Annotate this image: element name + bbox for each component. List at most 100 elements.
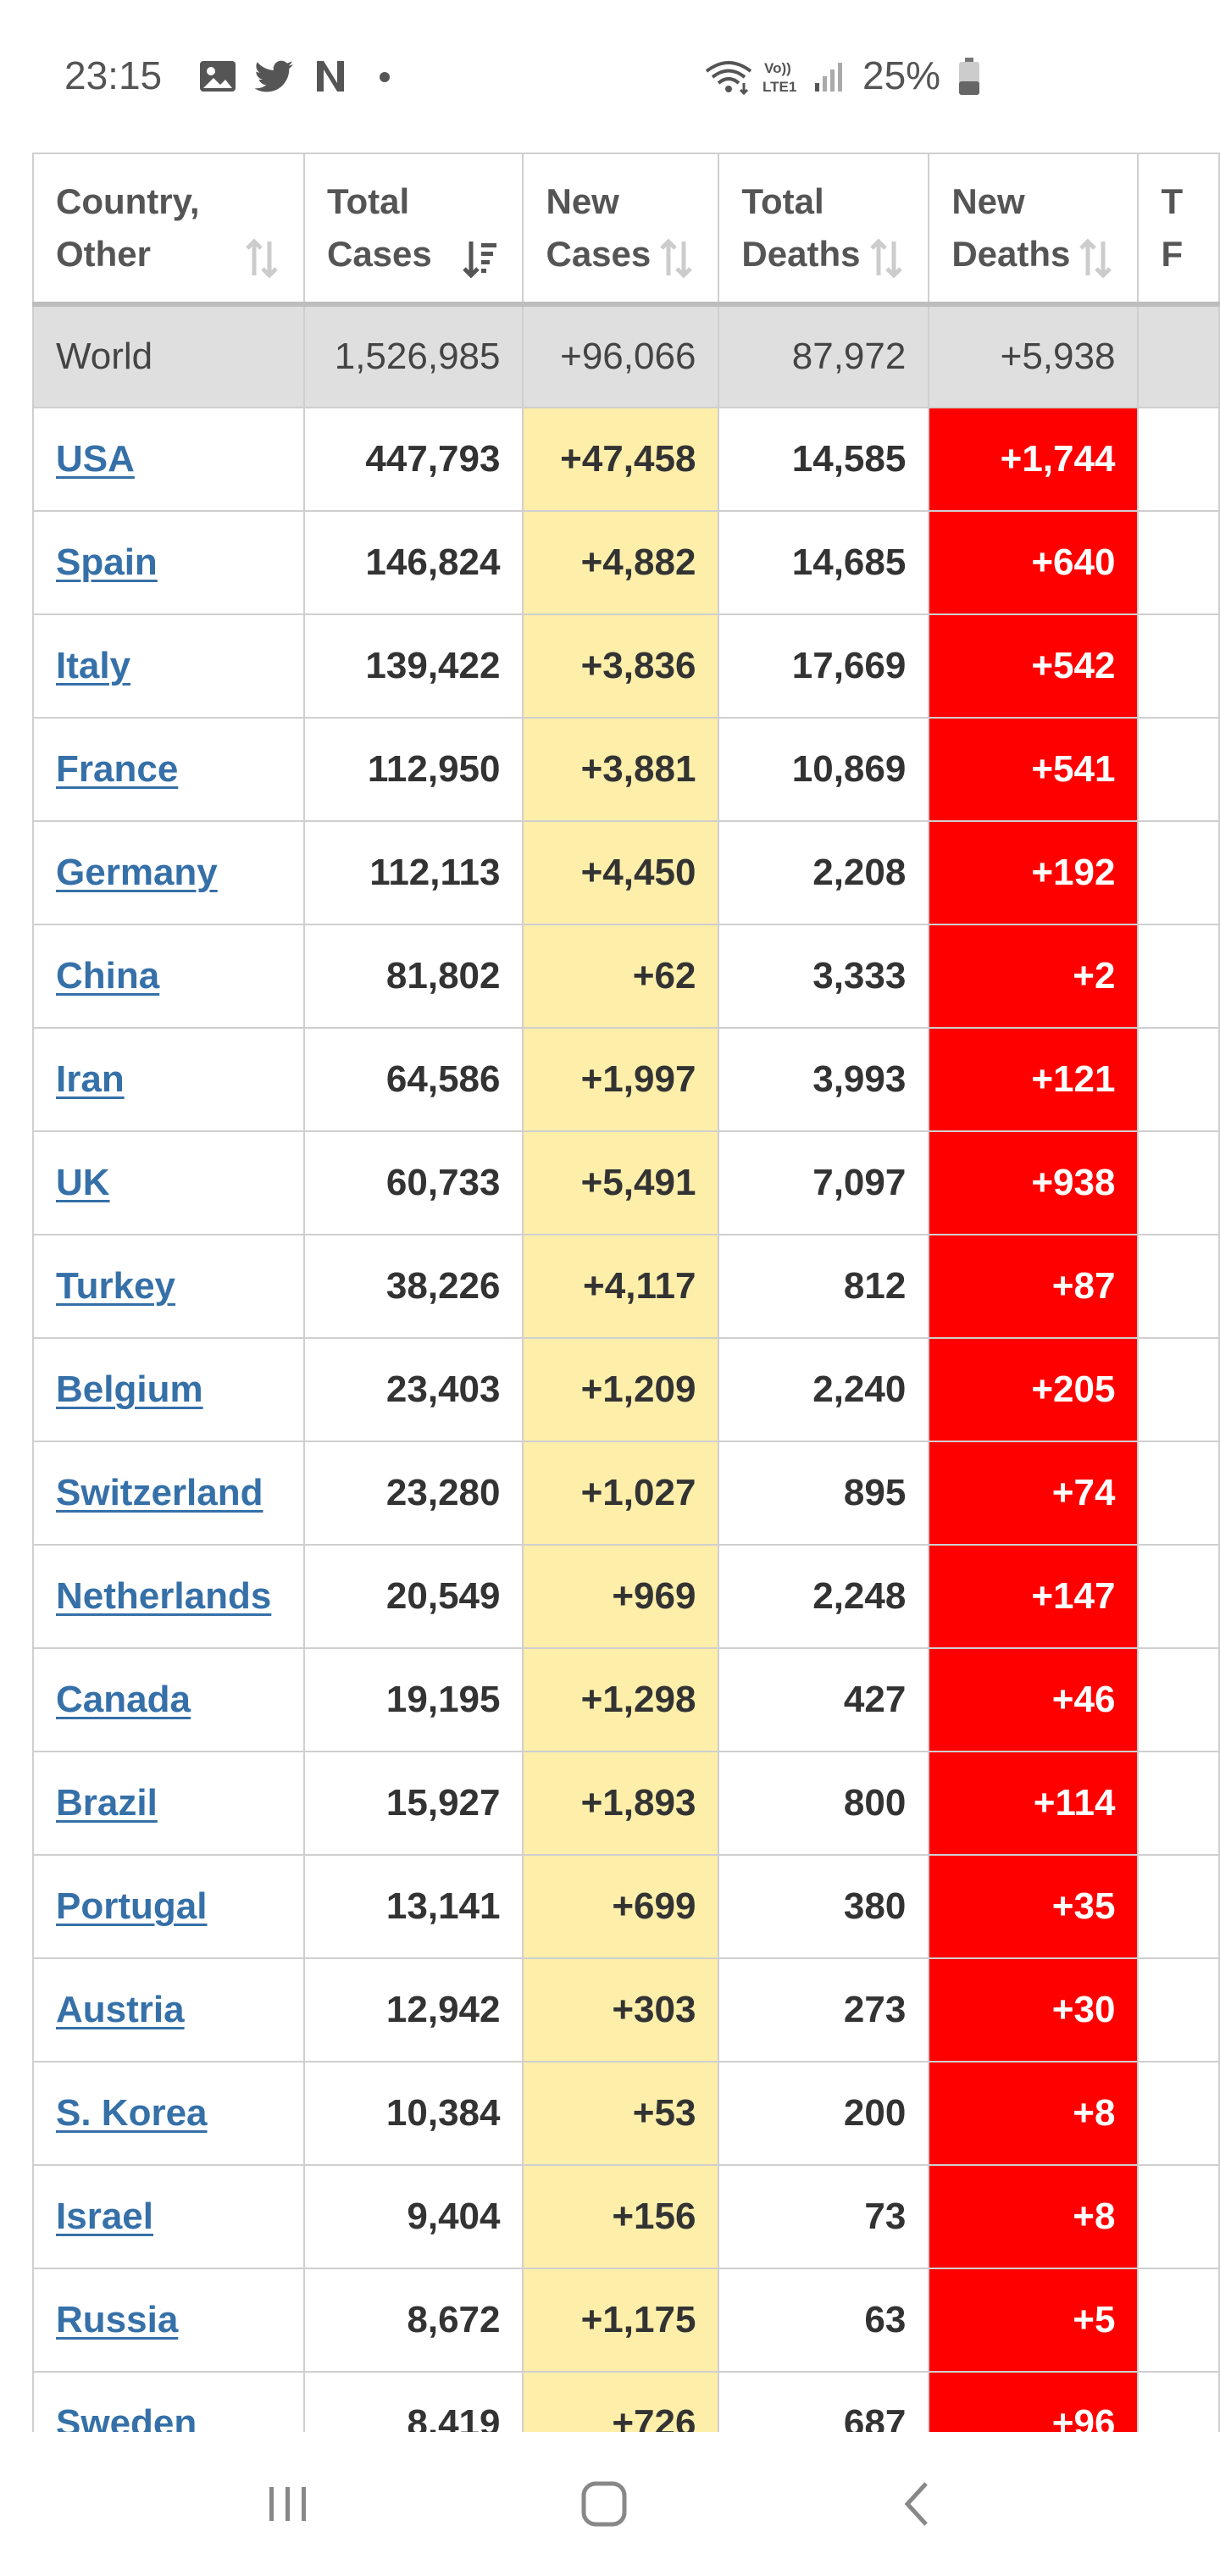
cell-new-cases: +4,117: [522, 1234, 720, 1339]
table-row: Canada 19,195 +1,298 427 +46: [32, 1647, 1220, 1752]
table-row: Italy 139,422 +3,836 17,669 +542: [32, 613, 1220, 719]
country-link[interactable]: Italy: [56, 645, 131, 686]
header-total-cases[interactable]: Total Cases: [302, 153, 524, 307]
header-new-cases[interactable]: New Cases: [522, 153, 720, 307]
cell-new-cases: +5,491: [522, 1130, 720, 1235]
table-row: Russia 8,672 +1,175 63 +5: [32, 2268, 1220, 2373]
table-row: Sweden 8,419 +726 687 +96: [32, 2371, 1220, 2432]
cell-new-cases: +726: [522, 2371, 720, 2432]
cell-new-deaths: +8: [928, 2164, 1140, 2269]
status-time: 23:15: [64, 53, 163, 97]
country-link[interactable]: China: [56, 955, 160, 997]
home-icon: [581, 2481, 627, 2527]
header-new-deaths[interactable]: New Deaths: [928, 153, 1140, 307]
home-button[interactable]: [566, 2466, 642, 2542]
cell-total-cases: 146,824: [302, 510, 524, 615]
header-label-line1: New: [546, 181, 619, 221]
cell-total-deaths: 687: [718, 2371, 930, 2432]
sort-icon[interactable]: [1076, 238, 1115, 279]
country-link[interactable]: Israel: [56, 2196, 153, 2237]
cell-new-deaths: +2: [928, 924, 1140, 1029]
country-link[interactable]: Brazil: [56, 1782, 158, 1824]
back-icon: [904, 2482, 928, 2526]
cell-new-deaths: +205: [928, 1337, 1140, 1442]
cell-total-cases: 112,113: [302, 820, 524, 925]
cell-new-cases: +156: [522, 2164, 720, 2269]
country-link[interactable]: UK: [56, 1162, 110, 1203]
cell-country: Spain: [32, 510, 305, 615]
cell-country: Switzerland: [32, 1441, 305, 1546]
cell-new-cases: +1,209: [522, 1337, 720, 1442]
cell-new-deaths: +8: [928, 2061, 1140, 2166]
country-link[interactable]: S. Korea: [56, 2092, 208, 2134]
cell-new-cases: +3,881: [522, 717, 720, 822]
cell-country: Iran: [32, 1027, 305, 1132]
header-label-line2: Deaths: [951, 234, 1071, 274]
country-link[interactable]: Iran: [56, 1058, 125, 1100]
header-label-line1: New: [951, 181, 1025, 221]
cell-country: World: [32, 303, 305, 408]
country-link[interactable]: Turkey: [56, 1265, 176, 1307]
cell-country: Turkey: [32, 1234, 305, 1339]
cell-total-cases: 10,384: [302, 2061, 524, 2166]
cell-total-cases: 112,950: [302, 717, 524, 822]
header-label-line2: Cases: [326, 234, 432, 274]
table-row: Israel 9,404 +156 73 +8: [32, 2164, 1220, 2269]
header-label-line2: Cases: [546, 234, 652, 274]
country-link[interactable]: Portugal: [56, 1885, 208, 1927]
country-link[interactable]: Germany: [56, 852, 218, 893]
table-row: Turkey 38,226 +4,117 812 +87: [32, 1234, 1220, 1339]
cell-new-cases: +53: [522, 2061, 720, 2166]
cell-total-deaths: 2,248: [718, 1544, 930, 1649]
wifi-icon: [705, 61, 752, 95]
table-viewport[interactable]: Country, Other Total Cases: [0, 153, 1220, 2432]
table-row: Belgium 23,403 +1,209 2,240 +205: [32, 1337, 1220, 1442]
cell-country: China: [32, 924, 305, 1029]
sort-icon[interactable]: [657, 238, 696, 279]
cell-total-deaths: 87,972: [718, 303, 930, 408]
cell-new-deaths: +640: [928, 510, 1140, 615]
back-button[interactable]: [881, 2466, 957, 2542]
country-link[interactable]: Austria: [56, 1989, 185, 2030]
cell-total-deaths: 7,097: [718, 1130, 930, 1235]
cell-cut-off: [1137, 1544, 1220, 1649]
country-link[interactable]: Belgium: [56, 1368, 203, 1410]
country-link[interactable]: Russia: [56, 2299, 179, 2340]
recents-button[interactable]: [250, 2466, 326, 2542]
cell-new-deaths: +542: [928, 613, 1140, 719]
sort-icon[interactable]: [867, 238, 906, 279]
cell-new-cases: +62: [522, 924, 720, 1029]
country-link[interactable]: Netherlands: [56, 1575, 272, 1617]
cell-new-cases: +4,882: [522, 510, 720, 615]
table-row: France 112,950 +3,881 10,869 +541: [32, 717, 1220, 822]
header-total-deaths[interactable]: Total Deaths: [718, 153, 930, 307]
cell-cut-off: [1137, 924, 1220, 1029]
country-link[interactable]: Spain: [56, 541, 158, 583]
cell-country: USA: [32, 407, 305, 512]
cell-total-cases: 139,422: [302, 613, 524, 719]
header-label-line2: Deaths: [741, 234, 861, 274]
country-link[interactable]: Canada: [56, 1679, 191, 1720]
cell-total-cases: 12,942: [302, 1957, 524, 2062]
cell-new-cases: +1,298: [522, 1647, 720, 1752]
table-row: Austria 12,942 +303 273 +30: [32, 1957, 1220, 2062]
header-label-line1: Total: [741, 181, 824, 221]
sort-desc-icon[interactable]: [461, 238, 500, 279]
cell-cut-off: [1137, 510, 1220, 615]
country-link[interactable]: Switzerland: [56, 1472, 263, 1513]
cell-new-cases: +4,450: [522, 820, 720, 925]
cell-cut-off: [1137, 2164, 1220, 2269]
cell-new-deaths: +121: [928, 1027, 1140, 1132]
country-link[interactable]: USA: [56, 438, 135, 480]
country-link[interactable]: Sweden: [56, 2402, 197, 2432]
cell-new-cases: +1,027: [522, 1441, 720, 1546]
cell-total-deaths: 2,240: [718, 1337, 930, 1442]
sort-icon[interactable]: [242, 238, 281, 279]
cell-country: Sweden: [32, 2371, 305, 2432]
cell-new-deaths: +5,938: [928, 303, 1140, 408]
cell-cut-off: [1137, 1647, 1220, 1752]
cell-total-deaths: 380: [718, 1854, 930, 1959]
header-country-other[interactable]: Country, Other: [32, 153, 305, 307]
country-link[interactable]: France: [56, 748, 179, 790]
